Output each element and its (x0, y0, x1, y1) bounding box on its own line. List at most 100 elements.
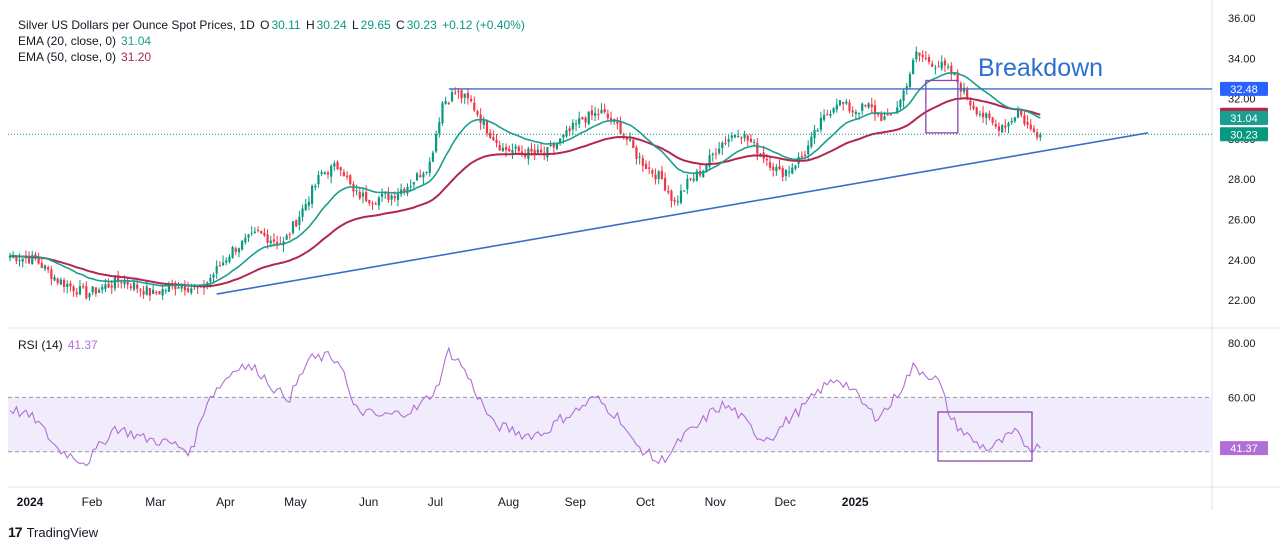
candle-body (924, 57, 927, 59)
price-tick-label: 26.00 (1228, 215, 1256, 227)
close-value: 30.23 (406, 18, 437, 32)
candle-body (37, 257, 40, 264)
symbol-header: Silver US Dollars per Ounce Spot Prices,… (18, 18, 527, 32)
time-tick-label: 2025 (842, 495, 869, 509)
candle-body (740, 137, 743, 139)
candle-body (88, 293, 91, 298)
candle-body (759, 153, 762, 155)
candle-body (772, 166, 775, 171)
candle-body (721, 142, 724, 149)
candle-body (1013, 117, 1016, 122)
candle-body (190, 288, 193, 293)
candle-body (587, 111, 590, 125)
candle-body (832, 108, 835, 113)
candle-body (962, 87, 966, 92)
rsi-tag-label: 41.37 (1230, 443, 1258, 455)
candle-body (482, 119, 485, 126)
candle-body (221, 262, 225, 266)
candle-body (571, 122, 574, 130)
candle-body (597, 113, 600, 115)
candle-body (148, 287, 152, 296)
candle-body (969, 100, 972, 106)
candle-body (104, 284, 107, 290)
candle-body (997, 126, 1001, 131)
candle-body (794, 165, 797, 169)
candle-body (702, 170, 705, 178)
candle-body (959, 83, 962, 92)
candle-body (326, 172, 330, 175)
candle-body (749, 138, 753, 143)
candle-body (489, 132, 492, 138)
candle-body (966, 88, 969, 100)
candle-body (107, 283, 110, 288)
candle-body (861, 103, 864, 111)
candle-body (59, 279, 62, 285)
candle-body (139, 289, 142, 291)
candle-body (314, 185, 317, 188)
candle-body (857, 112, 861, 114)
candle-body (301, 208, 304, 217)
candle-body (635, 147, 638, 159)
price-tag-label: 30.23 (1230, 129, 1258, 141)
candle-body (873, 105, 877, 115)
candle-body (584, 117, 587, 123)
candle-body (517, 146, 520, 152)
candle-body (368, 199, 371, 204)
candle-body (320, 172, 323, 175)
candle-body (660, 170, 663, 180)
candle-body (931, 63, 934, 67)
candle-body (902, 90, 905, 101)
candle-body (524, 154, 527, 157)
candle-body (479, 114, 482, 124)
time-tick-label: Sep (565, 495, 587, 509)
candle-body (47, 267, 50, 270)
candle-body (431, 152, 435, 162)
candle-body (899, 99, 902, 108)
candle-body (870, 104, 873, 108)
candle-body (743, 134, 746, 139)
candle-body (155, 291, 158, 294)
ema20-legend[interactable]: EMA (20, close, 0) 31.04 (18, 34, 153, 48)
candle-body (164, 290, 167, 292)
candle-body (311, 185, 314, 204)
candle-body (129, 286, 132, 289)
price-tick-label: 36.00 (1228, 13, 1256, 25)
candle-body (991, 117, 994, 123)
high-label: H (305, 18, 315, 32)
tradingview-brand[interactable]: 17 TradingView (8, 524, 98, 540)
candle-body (978, 113, 981, 115)
price-tick-label: 24.00 (1228, 255, 1256, 267)
time-tick-label: Jul (428, 495, 443, 509)
candle-body (644, 163, 648, 169)
candle-body (495, 139, 498, 144)
candle-body (390, 195, 393, 200)
candle-body (555, 143, 559, 150)
ema20-line (9, 71, 1041, 287)
candle-body (91, 286, 94, 293)
time-tick-label: Oct (636, 495, 655, 509)
candle-body (53, 277, 56, 281)
candle-body (158, 291, 161, 295)
candle-body (686, 178, 689, 190)
breakdown-annotation: Breakdown (978, 54, 1103, 82)
candle-body (454, 92, 457, 94)
candle-body (447, 102, 450, 104)
ema50-value: 31.20 (121, 50, 152, 64)
candle-body (756, 142, 759, 154)
rsi-tick-label: 60.00 (1228, 392, 1256, 404)
time-tick-label: May (284, 495, 307, 509)
rsi-legend[interactable]: RSI (14) 41.37 (18, 338, 100, 352)
ema50-legend[interactable]: EMA (50, close, 0) 31.20 (18, 50, 153, 64)
candle-body (380, 193, 384, 197)
candle-body (435, 133, 438, 152)
candle-body (508, 148, 511, 152)
candle-body (85, 286, 88, 299)
time-tick-label: Aug (498, 495, 519, 509)
candle-body (113, 277, 117, 289)
candle-body (667, 190, 670, 193)
breakdown-box (925, 79, 959, 134)
candle-body (75, 292, 78, 295)
candle-body (18, 260, 21, 262)
candle-body (883, 116, 886, 120)
